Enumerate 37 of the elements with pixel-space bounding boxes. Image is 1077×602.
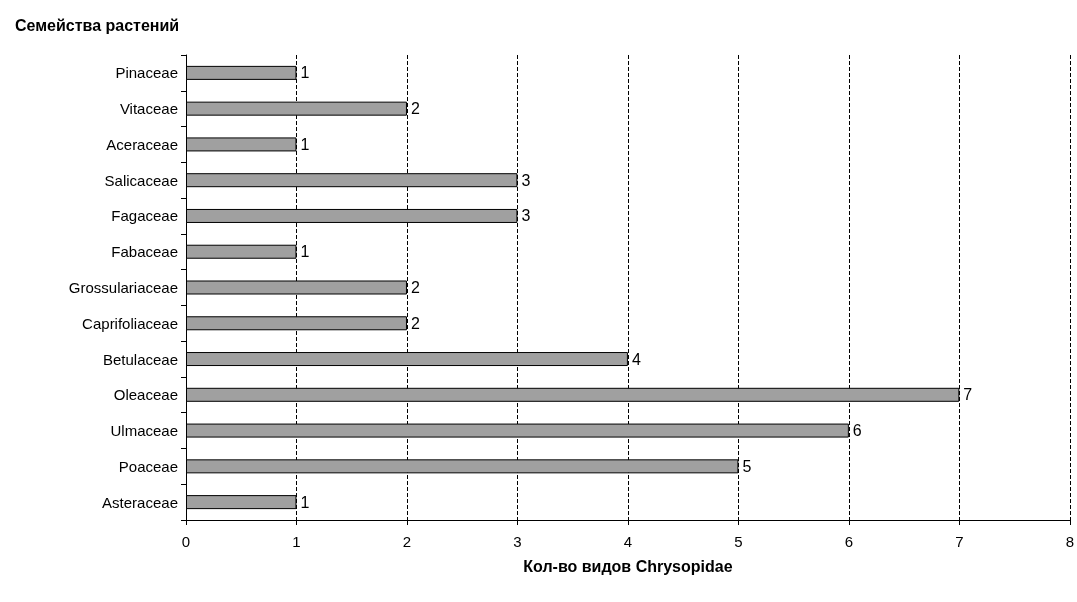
data-label: 1 (300, 64, 310, 82)
y-tick-label: Aceraceae (106, 135, 178, 153)
y-tick-label: Pinaceae (115, 64, 178, 82)
x-tick-label: 7 (955, 533, 964, 550)
y-tick-label: Vitaceae (119, 100, 178, 118)
data-label: 4 (631, 350, 641, 368)
x-tick-label: 6 (844, 533, 854, 550)
data-label: 1 (300, 243, 310, 261)
x-tick-label: 8 (1065, 533, 1074, 550)
x-tick-label: 0 (181, 533, 191, 550)
y-tick-label: Grossulariaceae (68, 279, 178, 296)
y-tick-label: Salicaceae (104, 171, 178, 189)
x-axis-title: Кол-во видов Chrysopidae (523, 557, 733, 575)
data-label: 6 (852, 422, 862, 440)
y-tick-label: Caprifoliaceae (82, 314, 178, 332)
y-axis-title: Семейства растений (15, 16, 180, 34)
data-label: 1 (300, 135, 310, 153)
data-label: 1 (300, 493, 310, 511)
data-label: 5 (742, 457, 752, 475)
y-tick-label: Fagaceae (111, 207, 178, 225)
x-tick-label: 1 (292, 533, 301, 550)
data-label: 3 (521, 207, 531, 225)
data-label: 2 (410, 314, 420, 332)
data-label: 2 (410, 279, 420, 296)
y-tick-label: Asteraceae (102, 493, 178, 511)
x-tick-label: 5 (734, 533, 743, 550)
data-label: 2 (410, 100, 420, 118)
x-tick-label: 3 (513, 533, 522, 550)
y-tick-label: Ulmaceae (110, 422, 178, 440)
x-tick-label: 2 (402, 533, 412, 550)
y-tick-label: Poaceae (118, 457, 178, 475)
x-tick-label: 4 (623, 533, 633, 550)
data-label: 3 (521, 171, 531, 189)
data-label: 7 (963, 386, 973, 404)
y-tick-label: Oleaceae (113, 386, 178, 404)
y-tick-label: Betulaceae (102, 350, 178, 368)
y-tick-label: Fabaceae (111, 243, 178, 261)
